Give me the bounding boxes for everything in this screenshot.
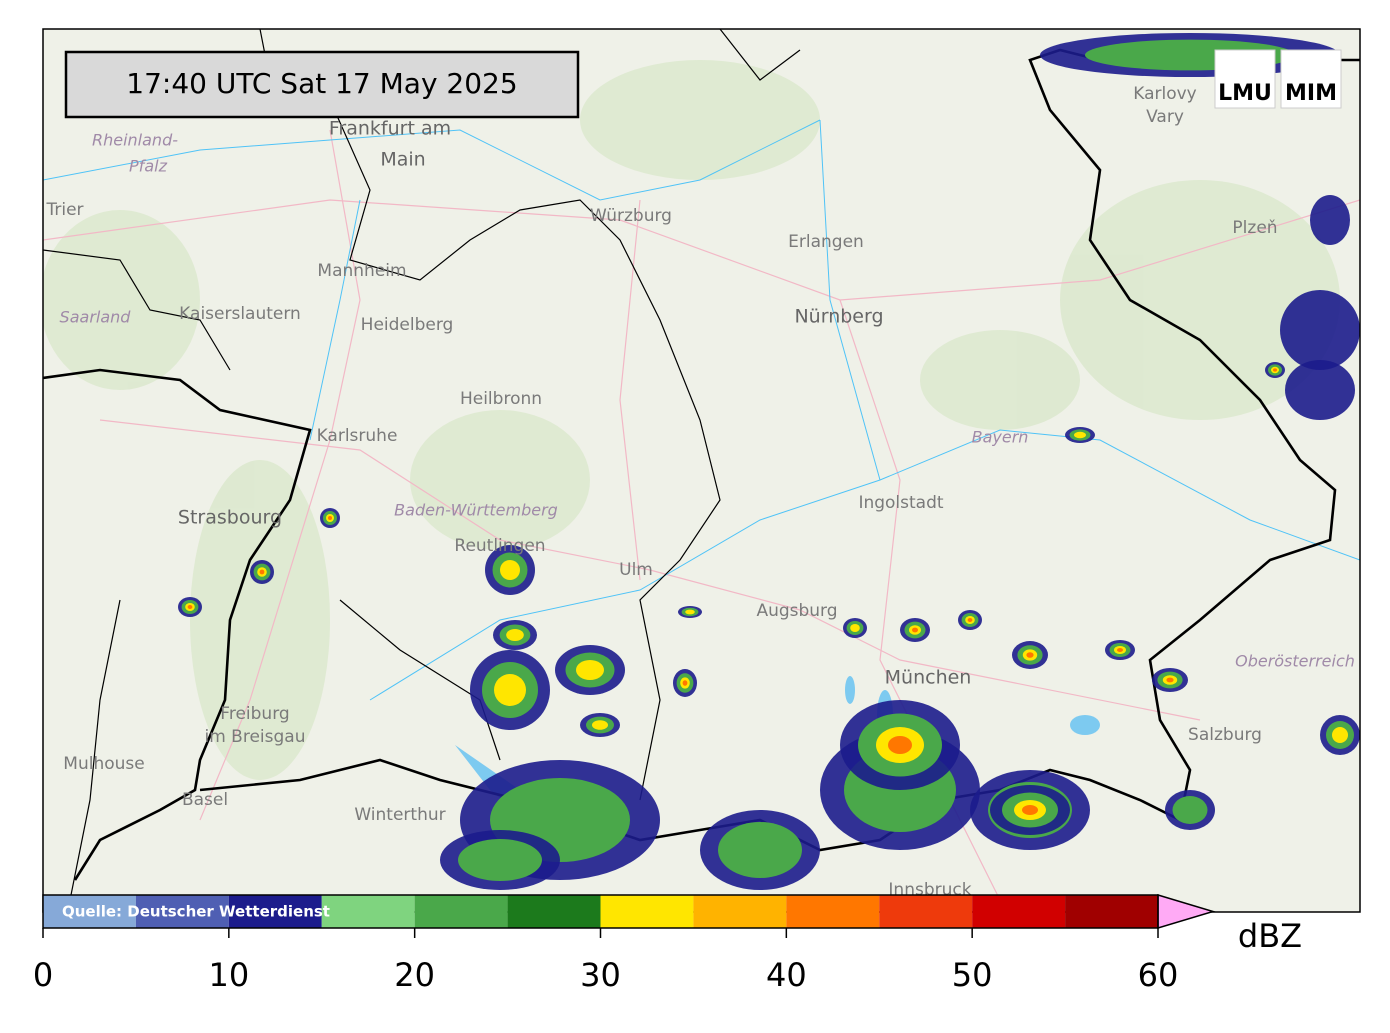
city-label: Plzeň [1232,218,1277,238]
colorbar-tick-label: 60 [1138,956,1179,994]
city-label: Winterthur [354,805,445,825]
echo [328,516,332,520]
colorbar-segment [43,895,136,928]
echo [506,629,524,641]
city-label: Main [380,149,425,171]
colorbar-segment [1065,895,1158,928]
echo [912,627,918,633]
colorbar-segment [786,895,880,928]
echo [187,605,193,609]
region-label: Baden-Württemberg [394,501,558,520]
logo-text: MIM [1285,81,1337,106]
echo [1172,796,1208,824]
logo-box [1214,49,1276,109]
echo [967,618,973,622]
colorbar-segment [135,895,229,928]
colorbar-segment [879,895,973,928]
colorbar-segment [228,895,322,928]
city-label: Kaiserslautern [179,304,301,324]
city-label: Heidelberg [361,315,454,335]
echo [718,822,802,878]
echo [1022,805,1038,815]
city-label: Ulm [619,560,653,580]
region-label: Saarland [60,308,132,327]
city-label: Mannheim [317,261,406,281]
colorbar-segment [693,895,787,928]
source-label: Quelle: Deutscher Wetterdienst [62,903,330,921]
echo [685,609,695,615]
colorbar-tick-label: 30 [580,956,621,994]
city-label: Ingolstadt [858,493,943,513]
timestamp-background [64,50,580,119]
echo [458,839,542,881]
echo [682,680,688,686]
city-label: Heilbronn [460,389,542,409]
city-label: Augsburg [756,601,837,621]
city-label: im Breisgau [205,727,306,747]
timestamp: 17:40 UTC Sat 17 May 2025 [126,67,517,100]
colorbar-segment [507,895,601,928]
city-label: Basel [182,790,228,810]
region-label: Bayern [972,428,1029,447]
colorbar-segment [321,895,415,928]
city-label: Mulhouse [63,754,144,774]
city-label: Salzburg [1188,725,1262,745]
rivers [43,119,1360,701]
colorbar-segment [972,895,1066,928]
echo [888,736,912,754]
region-label: Oberösterreich [1235,652,1355,671]
city-label: Erlangen [788,232,864,252]
city-label: Trier [45,200,83,220]
roads [43,129,1360,901]
echo [850,624,860,632]
echo [592,720,608,730]
colorbar-tick-label: 0 [33,956,53,994]
echo [1074,431,1086,439]
city-label: Würzburg [590,206,672,226]
region-label: Pfalz [129,157,168,176]
city-label: Karlovy [1133,84,1197,104]
echo [1026,652,1034,658]
borders [43,29,801,901]
echo [494,674,526,706]
city-label: Karlsruhe [317,426,398,446]
echo [1117,648,1123,652]
colorbar-unit: dBZ [1238,917,1302,955]
echo [1280,290,1360,370]
echo [1273,368,1277,372]
region-label: Rheinland- [92,131,178,150]
city-label: Strasbourg [178,507,282,529]
colorbar-segment [600,895,694,928]
echo [576,660,604,680]
colorbar-tick-label: 20 [394,956,435,994]
colorbar-tick-label: 40 [766,956,807,994]
map-labels: Frankfurt am Main Rheinland- Pfalz Trier… [45,84,1354,900]
echo [259,569,265,575]
echo [1166,677,1174,683]
logo-text: LMU [1218,81,1272,106]
colorbar: Quelle: Deutscher Wetterdienst 0 10 20 30 40 5… [33,893,1302,994]
colorbar-segment [414,895,508,928]
city-label: München [885,667,972,689]
echo [500,560,520,580]
radar-echoes [178,33,1360,890]
city-label: Freiburg [220,704,289,724]
echo [1310,195,1350,245]
colorbar-tick-label: 10 [208,956,249,994]
colorbar-tick-label: 50 [952,956,993,994]
echo [1332,727,1348,743]
city-label: Frankfurt am [329,118,451,140]
timestamp-box: 17:40 UTC Sat 17 May 2025 [64,50,580,119]
logo-box [1280,49,1342,109]
city-label: Reutlingen [454,536,545,556]
echo [1285,360,1355,420]
map: Frankfurt am Main Rheinland- Pfalz Trier… [43,29,1360,912]
city-label: Nürnberg [794,306,883,328]
logos: LMU MIM [1214,49,1342,109]
city-label: Vary [1146,107,1184,127]
